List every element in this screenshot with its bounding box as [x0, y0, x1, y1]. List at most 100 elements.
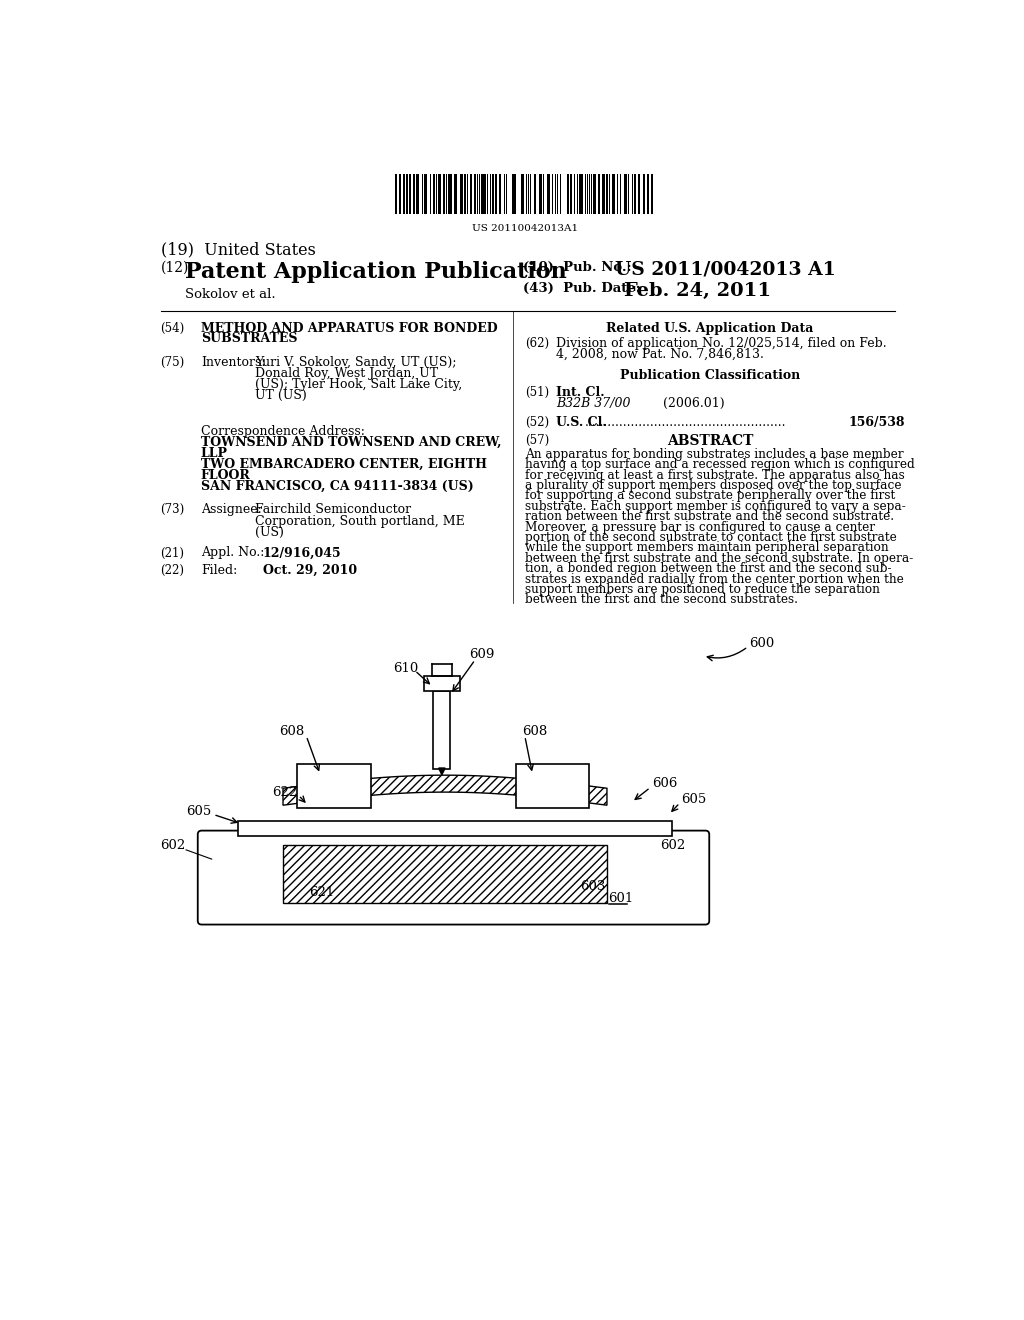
- Text: ration between the first substrate and the second substrate.: ration between the first substrate and t…: [524, 511, 894, 523]
- Text: 622: 622: [271, 787, 297, 800]
- Text: Yuri V. Sokolov, Sandy, UT (US);: Yuri V. Sokolov, Sandy, UT (US);: [255, 355, 457, 368]
- Text: (21): (21): [161, 546, 184, 560]
- Bar: [395, 174, 397, 214]
- Text: TWO EMBARCADERO CENTER, EIGHTH: TWO EMBARCADERO CENTER, EIGHTH: [201, 458, 486, 471]
- Text: (2006.01): (2006.01): [663, 397, 724, 411]
- Bar: [643, 174, 645, 214]
- Bar: [573, 174, 575, 214]
- Text: 603: 603: [581, 880, 606, 894]
- Text: (54): (54): [161, 322, 184, 335]
- Bar: [493, 174, 494, 214]
- Bar: [443, 174, 445, 214]
- Text: FLOOR: FLOOR: [201, 469, 251, 482]
- Text: Fairchild Semiconductor: Fairchild Semiconductor: [255, 503, 412, 516]
- Bar: [464, 174, 466, 214]
- Bar: [547, 174, 550, 214]
- Text: (12): (12): [161, 261, 188, 275]
- Text: Correspondence Address:: Correspondence Address:: [201, 425, 365, 438]
- Text: Sokolov et al.: Sokolov et al.: [185, 288, 276, 301]
- Bar: [399, 174, 400, 214]
- Bar: [432, 174, 435, 214]
- Bar: [651, 174, 652, 214]
- Text: 621: 621: [309, 886, 335, 899]
- Text: (US): (US): [255, 525, 284, 539]
- Text: (57): (57): [524, 434, 549, 447]
- Text: 610: 610: [393, 661, 418, 675]
- Bar: [638, 174, 640, 214]
- Bar: [451, 174, 452, 214]
- Text: substrate. Each support member is configured to vary a sepa-: substrate. Each support member is config…: [524, 500, 905, 513]
- Bar: [460, 174, 463, 214]
- Text: U.S. Cl.: U.S. Cl.: [556, 416, 606, 429]
- Text: ....................................................: ........................................…: [586, 416, 786, 429]
- Bar: [414, 174, 415, 214]
- Text: TOWNSEND AND TOWNSEND AND CREW,: TOWNSEND AND TOWNSEND AND CREW,: [201, 436, 502, 449]
- Text: having a top surface and a recessed region which is configured: having a top surface and a recessed regi…: [524, 458, 914, 471]
- Bar: [297, 763, 371, 808]
- Text: tion, a bonded region between the first and the second sub-: tion, a bonded region between the first …: [524, 562, 891, 576]
- Bar: [606, 174, 607, 214]
- Text: support members are positioned to reduce the separation: support members are positioned to reduce…: [524, 583, 880, 597]
- Bar: [474, 174, 476, 214]
- Text: Division of application No. 12/025,514, filed on Feb.: Division of application No. 12/025,514, …: [556, 337, 887, 350]
- Text: 600: 600: [750, 638, 775, 649]
- Bar: [598, 174, 600, 214]
- Text: Donald Roy, West Jordan, UT: Donald Roy, West Jordan, UT: [255, 367, 438, 380]
- Bar: [601, 174, 604, 214]
- Bar: [500, 174, 501, 214]
- Bar: [449, 174, 450, 214]
- Bar: [496, 174, 497, 214]
- Text: 608: 608: [521, 725, 547, 738]
- Bar: [624, 174, 626, 214]
- Bar: [283, 845, 607, 903]
- Bar: [632, 174, 633, 214]
- Text: LLP: LLP: [201, 446, 228, 459]
- Text: Inventors:: Inventors:: [201, 355, 265, 368]
- Text: 602: 602: [160, 838, 185, 851]
- Text: Patent Application Publication: Patent Application Publication: [185, 261, 567, 282]
- Text: between the first substrate and the second substrate. In opera-: between the first substrate and the seco…: [524, 552, 913, 565]
- Bar: [593, 174, 596, 214]
- Bar: [424, 676, 460, 692]
- Bar: [539, 174, 542, 214]
- Text: 609: 609: [469, 648, 495, 661]
- Text: portion of the second substrate to contact the first substrate: portion of the second substrate to conta…: [524, 531, 897, 544]
- Text: (US); Tyler Hook, Salt Lake City,: (US); Tyler Hook, Salt Lake City,: [255, 378, 463, 391]
- Bar: [628, 174, 630, 214]
- Bar: [515, 763, 589, 808]
- Text: US 20110042013A1: US 20110042013A1: [472, 224, 579, 232]
- Bar: [528, 174, 529, 214]
- Text: Int. Cl.: Int. Cl.: [556, 385, 604, 399]
- Bar: [410, 174, 411, 214]
- Polygon shape: [283, 775, 607, 805]
- Text: UT (US): UT (US): [255, 389, 307, 403]
- Text: (10)  Pub. No.:: (10) Pub. No.:: [523, 261, 632, 273]
- Bar: [238, 821, 672, 836]
- Text: SUBSTRATES: SUBSTRATES: [201, 333, 297, 346]
- Text: Corporation, South portland, ME: Corporation, South portland, ME: [255, 515, 465, 528]
- Bar: [417, 174, 420, 214]
- Bar: [557, 174, 558, 214]
- Text: 602: 602: [659, 838, 685, 851]
- Text: 12/916,045: 12/916,045: [263, 546, 341, 560]
- Bar: [438, 174, 441, 214]
- Bar: [612, 174, 615, 214]
- Bar: [454, 174, 457, 214]
- Bar: [435, 174, 437, 214]
- Bar: [481, 174, 484, 214]
- Text: 156/538: 156/538: [849, 416, 905, 429]
- Text: Filed:: Filed:: [201, 564, 238, 577]
- Text: 605: 605: [186, 805, 212, 818]
- Text: (43)  Pub. Date:: (43) Pub. Date:: [523, 281, 641, 294]
- Text: Oct. 29, 2010: Oct. 29, 2010: [263, 564, 357, 577]
- Text: (19)  United States: (19) United States: [161, 242, 315, 259]
- Text: (62): (62): [524, 337, 549, 350]
- Bar: [521, 174, 524, 214]
- Text: Moreover, a pressure bar is configured to cause a center: Moreover, a pressure bar is configured t…: [524, 520, 874, 533]
- FancyBboxPatch shape: [198, 830, 710, 924]
- Text: (22): (22): [161, 564, 184, 577]
- Bar: [560, 174, 561, 214]
- Text: Feb. 24, 2011: Feb. 24, 2011: [624, 281, 771, 300]
- Text: 601: 601: [608, 892, 634, 906]
- Text: (52): (52): [524, 416, 549, 429]
